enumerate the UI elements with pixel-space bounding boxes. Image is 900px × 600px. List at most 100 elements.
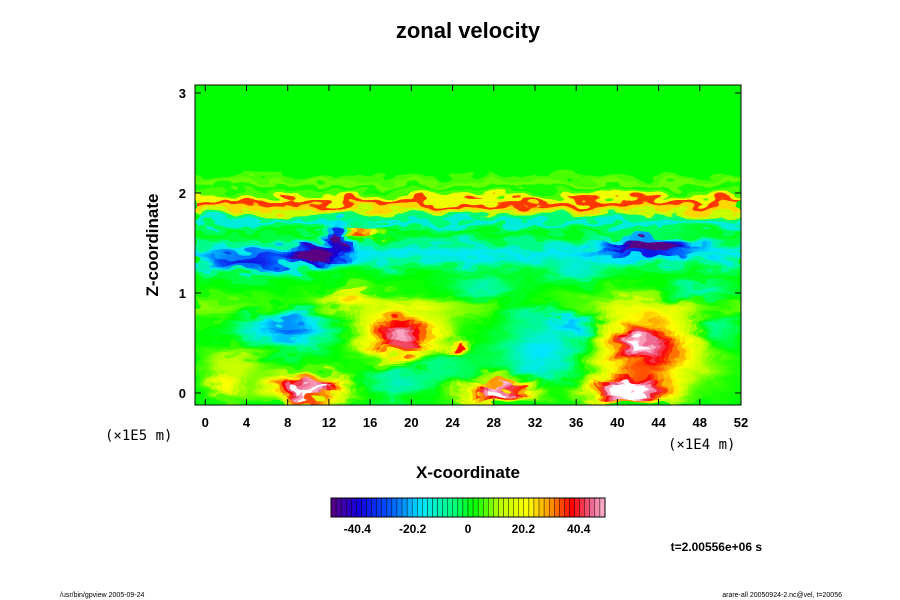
- field-cell: [323, 280, 330, 286]
- field-cell: [287, 215, 294, 221]
- field-cell: [282, 335, 289, 341]
- field-cell: [323, 305, 330, 311]
- field-cell: [545, 340, 552, 346]
- field-cell: [473, 310, 479, 316]
- field-cell: [612, 380, 618, 386]
- field-cell: [715, 255, 721, 261]
- field-cell: [452, 200, 459, 206]
- field-cell: [658, 285, 665, 291]
- field-cell: [524, 285, 531, 291]
- field-cell: [586, 345, 593, 351]
- field-cell: [694, 370, 701, 376]
- field-cell: [411, 225, 418, 231]
- field-cell: [679, 265, 685, 271]
- field-cell: [689, 355, 696, 361]
- field-cell: [437, 315, 443, 321]
- field-cell: [349, 365, 356, 371]
- field-cell: [380, 190, 387, 196]
- field-cell: [684, 400, 691, 405]
- field-cell: [715, 210, 721, 216]
- field-cell: [715, 205, 721, 211]
- field-cell: [339, 295, 345, 301]
- field-cell: [612, 385, 618, 391]
- field-cell: [282, 260, 289, 266]
- field-cell: [617, 315, 624, 321]
- field-cell: [519, 225, 526, 231]
- field-cell: [210, 340, 217, 346]
- field-cell: [261, 345, 268, 351]
- field-cell: [555, 240, 562, 246]
- field-cell: [586, 280, 593, 286]
- field-cell: [596, 315, 603, 321]
- field-cell: [298, 390, 304, 396]
- field-cell: [555, 315, 562, 321]
- field-cell: [607, 195, 613, 201]
- field-cell: [267, 395, 273, 401]
- field-cell: [246, 285, 253, 291]
- field-cell: [452, 355, 459, 361]
- field-cell: [653, 175, 660, 181]
- field-cell: [483, 330, 490, 336]
- field-cell: [261, 390, 268, 396]
- field-cell: [679, 280, 685, 286]
- field-cell: [426, 305, 433, 311]
- field-cell: [426, 280, 433, 286]
- field-cell: [617, 255, 624, 261]
- field-cell: [730, 340, 737, 346]
- field-cell: [359, 280, 366, 286]
- field-cell: [663, 295, 670, 301]
- field-cell: [416, 340, 423, 346]
- field-cell: [725, 365, 732, 371]
- field-cell: [668, 395, 675, 401]
- field-cell: [704, 280, 711, 286]
- field-cell: [437, 280, 443, 286]
- field-cell: [653, 355, 660, 361]
- field-cell: [576, 360, 582, 366]
- field-cell: [483, 400, 490, 405]
- field-cell: [710, 355, 716, 361]
- field-cell: [596, 385, 603, 391]
- field-cell: [256, 385, 263, 391]
- field-cell: [648, 355, 655, 361]
- field-cell: [658, 300, 665, 306]
- field-cell: [349, 390, 356, 396]
- field-cell: [452, 180, 459, 186]
- field-cell: [282, 225, 289, 231]
- field-cell: [406, 325, 412, 331]
- field-cell: [519, 330, 526, 336]
- field-cell: [282, 355, 289, 361]
- field-cell: [385, 175, 392, 181]
- field-cell: [323, 335, 330, 341]
- field-cell: [231, 175, 237, 181]
- field-cell: [287, 375, 294, 381]
- field-cell: [627, 320, 634, 326]
- field-cell: [555, 345, 562, 351]
- field-cell: [591, 260, 598, 266]
- field-cell: [679, 220, 685, 226]
- field-cell: [308, 305, 315, 311]
- field-cell: [581, 380, 588, 386]
- field-cell: [272, 345, 279, 351]
- field-cell: [679, 330, 685, 336]
- field-cell: [447, 275, 454, 281]
- field-cell: [251, 225, 258, 231]
- field-cell: [704, 180, 711, 186]
- field-cell: [457, 245, 464, 251]
- field-cell: [643, 245, 649, 251]
- field-cell: [200, 260, 206, 266]
- field-cell: [586, 175, 593, 181]
- field-cell: [534, 175, 541, 181]
- field-cell: [643, 200, 649, 206]
- field-cell: [534, 375, 541, 381]
- field-cell: [359, 320, 366, 326]
- field-cell: [545, 235, 552, 241]
- field-cell: [406, 240, 412, 246]
- field-cell: [617, 185, 624, 191]
- field-cell: [442, 360, 448, 366]
- field-cell: [195, 165, 201, 171]
- field-cell: [704, 320, 711, 326]
- field-cell: [699, 215, 706, 221]
- field-cell: [560, 230, 567, 236]
- field-cell: [524, 220, 531, 226]
- field-cell: [231, 345, 237, 351]
